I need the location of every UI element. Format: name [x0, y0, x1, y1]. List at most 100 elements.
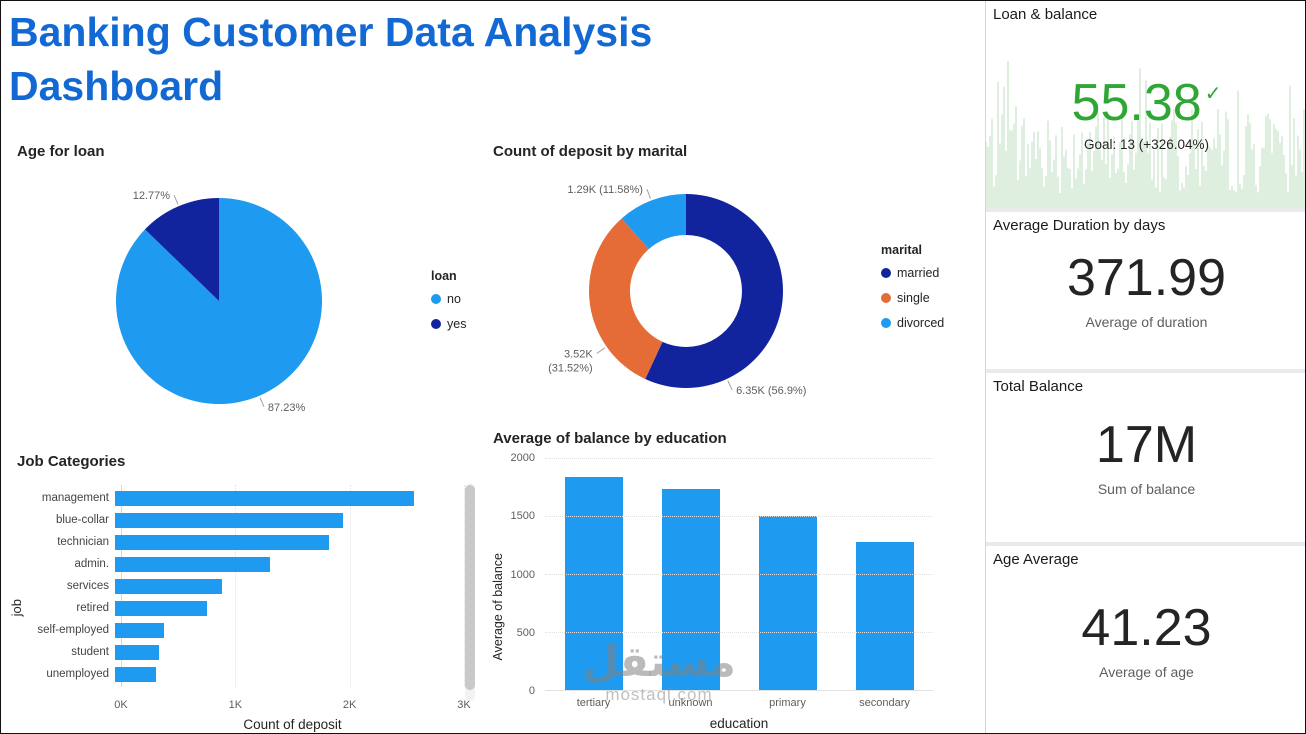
legend-dot: [431, 294, 441, 304]
job-scrollbar-thumb[interactable]: [465, 485, 475, 690]
job-scrollbar-track: [465, 483, 475, 701]
label-leader-line: [727, 380, 733, 390]
loan-pie-slice-no[interactable]: [116, 198, 323, 404]
job-category-label: student: [71, 646, 109, 658]
job-row: unemployed: [7, 663, 464, 685]
loan-balance-kpi-value: 55.38 ✓: [1071, 74, 1222, 132]
job-category-label: blue-collar: [55, 514, 109, 526]
job-row: admin.: [7, 553, 464, 575]
job-bar-unemployed[interactable]: [115, 666, 156, 682]
y-axis-tick: 0: [528, 685, 535, 697]
marital-donut-slice-single[interactable]: [589, 218, 663, 380]
job-x-axis-title: Count of deposit: [243, 717, 342, 732]
loan-legend-item-no[interactable]: no: [431, 292, 466, 306]
job-category-label: admin.: [74, 558, 109, 570]
deposit-by-marital-chart: Count of deposit by marital 6.35K (56.9%…: [483, 139, 983, 429]
balance-x-axis-title: education: [709, 716, 769, 731]
bar-slot: [545, 458, 642, 690]
age-average-kpi-card: Age Average 41.23 Average of age: [986, 546, 1305, 733]
job-row: self-employed: [7, 619, 464, 641]
gridline: [545, 632, 933, 633]
job-y-axis-title: job: [9, 599, 24, 617]
balance-y-axis: 0 500 1000 1500 2000: [483, 452, 539, 697]
total-balance-kpi-card: Total Balance 17M Sum of balance: [986, 373, 1305, 542]
marital-legend-item-divorced[interactable]: divorced: [881, 316, 944, 330]
gridline: [545, 574, 933, 575]
marital-donut-slice-married[interactable]: [645, 194, 784, 388]
balance-y-axis-title: Average of balance: [491, 552, 505, 661]
job-bar-management[interactable]: [115, 490, 414, 506]
job-bar-track: [115, 512, 464, 528]
x-axis-tick: 0K: [114, 699, 128, 711]
legend-dot: [881, 293, 891, 303]
age-for-loan-title: Age for loan: [17, 143, 105, 160]
loan-balance-kpi-title: Loan & balance: [993, 6, 1098, 23]
bar-slot: [642, 458, 739, 690]
job-row: student: [7, 641, 464, 663]
job-bar-retired[interactable]: [115, 600, 207, 616]
y-axis-tick: 1500: [510, 510, 535, 523]
job-row: management: [7, 487, 464, 509]
gridline: [235, 485, 237, 687]
marital-donut-data-label: 1.29K (11.58%): [567, 184, 643, 196]
page-title: Banking Customer Data Analysis Dashboard: [9, 9, 653, 110]
marital-donut-slice-divorced[interactable]: [621, 194, 686, 250]
age-average-kpi-subtitle: Average of age: [1099, 663, 1194, 680]
marital-donut-plot: 6.35K (56.9%) 3.52K (31.52%) 1.29K (11.58%): [548, 184, 806, 397]
label-leader-line: [173, 194, 179, 205]
job-category-label: retired: [76, 602, 109, 614]
loan-pie-slice-yes[interactable]: [144, 198, 219, 301]
x-axis-tick: 2K: [342, 699, 357, 711]
loan-pie-data-label: 87.23%: [268, 402, 306, 414]
y-axis-tick: 500: [516, 626, 535, 639]
job-bar-services[interactable]: [115, 578, 223, 594]
deposit-by-marital-title: Count of deposit by marital: [493, 143, 688, 160]
gridline: [464, 485, 465, 687]
kpi-sparkline: [986, 60, 1305, 208]
balance-bars: [545, 458, 933, 690]
bar-slot: [739, 458, 836, 690]
legend-dot: [881, 318, 891, 328]
education-bar-secondary[interactable]: [855, 541, 914, 690]
marital-donut-data-label: 6.35K (56.9%): [736, 385, 806, 397]
marital-legend: marital married single divorced: [881, 243, 944, 341]
balance-by-education-title: Average of balance by education: [493, 430, 727, 447]
avg-duration-kpi-card: Average Duration by days 371.99 Average …: [986, 212, 1305, 369]
job-bar-self-employed[interactable]: [115, 622, 164, 638]
gridline: [545, 458, 933, 459]
gridline: [349, 485, 351, 687]
education-bar-primary[interactable]: [758, 516, 817, 690]
education-bar-unknown[interactable]: [661, 489, 720, 690]
marital-legend-item-married[interactable]: married: [881, 266, 944, 280]
job-categories-chart: Job Categories management blue-collar tech…: [7, 449, 477, 733]
job-bar-student[interactable]: [115, 644, 160, 660]
job-bar-track: [115, 600, 464, 616]
legend-label: no: [447, 292, 461, 306]
education-label: primary: [769, 697, 806, 709]
job-bar-track: [115, 556, 464, 572]
balance-y-axis-title-wrap: Average of balance: [491, 490, 505, 723]
job-bar-admin.[interactable]: [115, 556, 270, 572]
education-label: tertiary: [576, 697, 611, 709]
education-bar-tertiary[interactable]: [564, 476, 623, 690]
job-bar-blue-collar[interactable]: [115, 512, 343, 528]
x-axis-tick: 1K: [228, 699, 243, 711]
job-bar-track: [115, 490, 464, 506]
y-axis-tick: 1000: [510, 568, 535, 581]
job-bar-technician[interactable]: [115, 534, 330, 550]
y-axis-tick: 2000: [510, 452, 535, 464]
balance-by-education-chart: Average of balance by education 0 500 1000…: [483, 426, 983, 733]
loan-legend-item-yes[interactable]: yes: [431, 317, 466, 331]
label-leader-line: [596, 347, 606, 354]
loan-balance-kpi-card: Loan & balance 55.38 ✓ Goal: 13 (+326.04%…: [986, 1, 1305, 208]
job-category-label: management: [41, 492, 109, 504]
education-label: unknown: [668, 697, 713, 709]
balance-plot: [545, 458, 933, 691]
marital-legend-item-single[interactable]: single: [881, 291, 944, 305]
marital-donut-data-label: 3.52K: [564, 349, 593, 361]
job-row: blue-collar: [7, 509, 464, 531]
job-row: technician: [7, 531, 464, 553]
education-label: secondary: [859, 697, 910, 709]
kpi-sidebar: Loan & balance 55.38 ✓ Goal: 13 (+326.04%…: [985, 1, 1305, 733]
